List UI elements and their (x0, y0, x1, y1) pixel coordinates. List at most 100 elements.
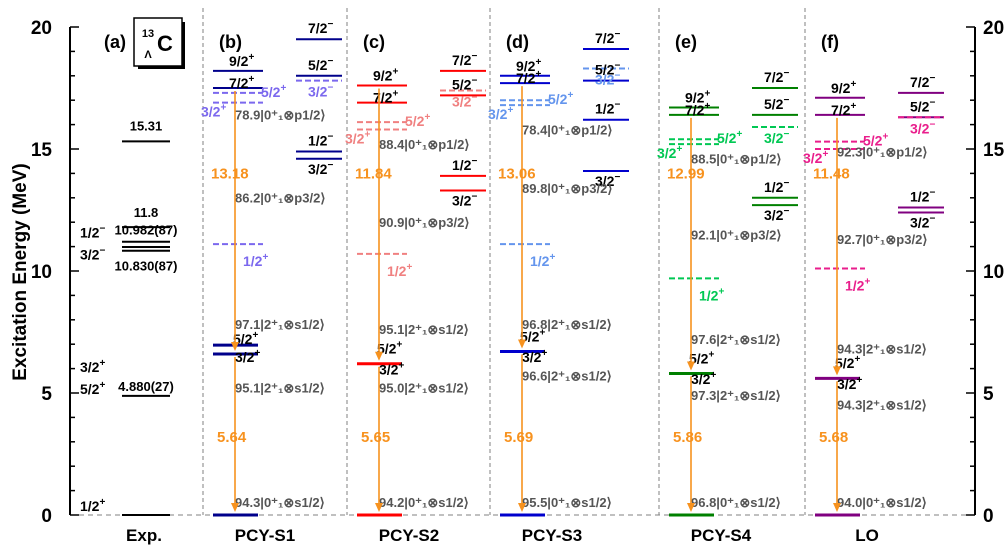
comp-label: 89.8|0⁺₁⊗p3/2⟩ (522, 181, 612, 196)
comp-label: 95.1|2⁺₁⊗s1/2⟩ (235, 381, 325, 396)
y-tick-label-left: 10 (31, 262, 52, 283)
spin-label: 5/2− (910, 97, 935, 114)
spin-label: 3/2− (452, 191, 477, 208)
panels: (a) Exp. 13 CΛ 4.880(27) 10.830(87) 10.982(87)… (80, 17, 944, 545)
comp-label: 96.6|2⁺₁⊗s1/2⟩ (522, 368, 612, 383)
comp-label: 92.7|0⁺₁⊗p3/2⟩ (837, 232, 927, 247)
transition-arrow-upper-head (231, 341, 239, 351)
spin-label: 9/2+ (831, 79, 856, 96)
spin-label: 1/2− (910, 188, 935, 205)
gap-lower-label: 5.69 (504, 429, 533, 446)
spin-label: 7/2+ (516, 69, 541, 86)
transition-arrow-lower-head (231, 503, 239, 512)
comp-label: 88.5|0⁺₁⊗p1/2⟩ (691, 152, 781, 167)
spin-label: 9/2+ (685, 89, 710, 106)
y-tick-label-left: 20 (31, 18, 52, 39)
gap-upper-label: 11.48 (813, 165, 850, 182)
gap-lower-label: 5.64 (217, 429, 247, 446)
y-tick-label-left: 15 (31, 140, 53, 161)
spin-label: 5/2+ (863, 132, 888, 149)
comp-ground: 94.0|0⁺₁⊗s1/2⟩ (837, 495, 927, 510)
exp-level-label: 4.880(27) (118, 379, 174, 394)
spin-label: 5/2+ (261, 83, 286, 100)
spin-label: 5/2+ (835, 354, 860, 371)
gap-upper-label: 13.06 (498, 165, 536, 182)
exp-spin-label: 5/2+ (80, 380, 105, 397)
panel-S4: (e) PCY-S4 96.8|0⁺₁⊗s1/2⟩ 5/2+ 3/2+ 97.6|2⁺₁⊗… (657, 32, 798, 545)
panel-S3: (d) PCY-S3 95.5|0⁺₁⊗s1/2⟩ 5/2+ 3/2+ 96.8|2⁺₁⊗… (488, 29, 629, 545)
spin-label: 7/2− (595, 29, 620, 46)
exp-level-label: 10.982(87) (115, 222, 178, 237)
spin-label: 7/2− (452, 51, 477, 68)
y-tick-label-left: 0 (41, 506, 52, 527)
gap-upper-label: 12.99 (667, 165, 705, 182)
y-tick-label-left: 5 (41, 384, 52, 405)
comp-label: 86.2|0⁺₁⊗p3/2⟩ (235, 191, 325, 206)
comp-ground: 95.5|0⁺₁⊗s1/2⟩ (522, 495, 612, 510)
spin-label: 5/2− (452, 75, 477, 92)
spin-label: 3/2+ (803, 149, 828, 166)
spin-label: 3/2− (910, 213, 935, 230)
spin-label: 9/2+ (516, 57, 541, 74)
comp-label: 95.1|2⁺₁⊗s1/2⟩ (379, 322, 469, 337)
comp-label: 78.4|0⁺₁⊗p1/2⟩ (522, 122, 612, 137)
x-label: LO (855, 526, 879, 545)
gap-lower-label: 5.65 (361, 429, 390, 446)
comp-label: 95.0|2⁺₁⊗s1/2⟩ (379, 381, 469, 396)
spin-label: 3/2+ (379, 360, 404, 377)
transition-arrow-upper-head (375, 351, 383, 361)
gap-upper-label: 11.84 (355, 165, 392, 182)
x-label: PCY-S1 (235, 526, 295, 545)
comp-label: 96.8|2⁺₁⊗s1/2⟩ (522, 317, 612, 332)
x-label: PCY-S4 (691, 526, 752, 545)
panel-S2: (c) PCY-S2 94.2|0⁺₁⊗s1/2⟩ 5/2+ 3/2+ 95.1|2⁺₁⊗… (345, 32, 486, 545)
spin-label: 5/2+ (717, 129, 742, 146)
spin-label: 1/2+ (699, 286, 724, 303)
y-tick-label-right: 20 (983, 18, 1004, 39)
spin-label: 7/2+ (685, 101, 710, 118)
spin-label: 5/2− (764, 95, 789, 112)
exp-spin-label: 3/2+ (80, 358, 105, 375)
spin-label: 1/2− (595, 100, 620, 117)
spin-label: 5/2+ (689, 349, 714, 366)
spin-label: 3/2+ (235, 348, 260, 365)
comp-label: 97.3|2⁺₁⊗s1/2⟩ (691, 388, 781, 403)
transition-arrow-lower-head (518, 503, 526, 512)
panel-tag: (f) (821, 32, 839, 52)
spin-label: 3/2+ (691, 370, 716, 387)
spin-label: 5/2− (595, 61, 620, 78)
comp-label: 88.4|0⁺₁⊗p1/2⟩ (379, 137, 469, 152)
spin-label: 7/2− (764, 68, 789, 85)
spin-label: 3/2+ (837, 375, 862, 392)
spin-label: 1/2− (452, 156, 477, 173)
spin-label: 1/2+ (530, 252, 555, 269)
nucleus-mass: 13 (142, 28, 154, 40)
spin-label: 7/2− (910, 73, 935, 90)
spin-label: 3/2+ (522, 348, 547, 365)
x-label: PCY-S2 (379, 526, 439, 545)
transition-arrow-upper-head (833, 366, 841, 376)
spin-label: 5/2− (308, 56, 333, 73)
x-label: Exp. (126, 526, 162, 545)
exp-spin-label: 3/2− (80, 246, 105, 263)
spin-label: 1/2+ (845, 277, 870, 294)
transition-arrow-lower-head (687, 503, 695, 512)
spin-label: 5/2+ (377, 340, 402, 357)
gap-lower-label: 5.86 (673, 429, 702, 446)
spin-label: 7/2− (308, 19, 333, 36)
comp-label: 94.3|2⁺₁⊗s1/2⟩ (837, 398, 927, 413)
x-label: PCY-S3 (522, 526, 582, 545)
y-tick-label-right: 15 (983, 140, 1005, 161)
panel-LO: (f) LO 94.0|0⁺₁⊗s1/2⟩ 5/2+ 3/2+ 94.3|2⁺₁⊗s1/2… (803, 32, 944, 545)
transition-arrow-upper-head (687, 361, 695, 371)
spin-label: 7/2+ (229, 74, 254, 91)
y-tick-label-right: 0 (983, 506, 994, 527)
spin-label: 5/2+ (233, 330, 258, 347)
panel-tag: (e) (675, 32, 697, 52)
spin-label: 3/2+ (488, 105, 513, 122)
comp-label: 94.3|2⁺₁⊗s1/2⟩ (837, 342, 927, 357)
transition-arrow-lower-head (833, 503, 841, 512)
panel-tag: (b) (219, 32, 242, 52)
nucleus-hyperon: Λ (144, 49, 152, 61)
